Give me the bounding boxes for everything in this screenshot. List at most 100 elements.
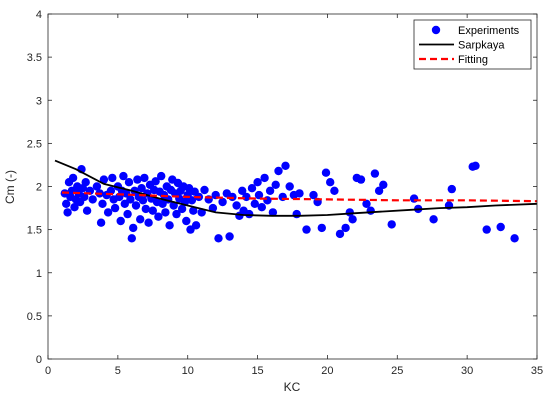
experiment-point <box>165 221 174 230</box>
experiment-point <box>326 178 335 187</box>
y-tick-label: 1 <box>36 268 42 280</box>
experiment-point <box>268 208 278 217</box>
x-tick-label: 20 <box>321 365 333 377</box>
experiment-point <box>110 203 120 213</box>
x-tick-label: 5 <box>115 365 121 377</box>
series-layer <box>54 159 537 243</box>
experiment-point <box>92 182 102 191</box>
experiment-point <box>126 195 135 204</box>
experiment-point <box>177 204 187 214</box>
experiment-point <box>292 209 301 219</box>
x-tick-label: 15 <box>251 365 263 377</box>
experiment-point <box>281 161 290 170</box>
x-axis-title: KC <box>284 380 301 394</box>
experiment-point <box>254 190 264 200</box>
experiment-point <box>131 201 141 210</box>
experiment-point <box>482 225 491 234</box>
experiment-point <box>265 186 275 195</box>
experiment-point <box>309 190 318 200</box>
experiment-point <box>356 175 366 184</box>
experiment-point <box>61 199 71 208</box>
experiment-point <box>218 197 227 207</box>
experiment-point <box>271 180 280 189</box>
experiment-point <box>124 178 134 187</box>
experiment-point <box>295 189 304 198</box>
experiment-point <box>81 178 90 187</box>
legend-label: Fitting <box>458 54 488 66</box>
experiment-point <box>187 196 197 205</box>
experiment-point <box>80 192 89 202</box>
experiment-point <box>151 177 160 186</box>
x-tick-label: 10 <box>182 365 194 377</box>
experiment-point <box>370 169 380 178</box>
experiment-point <box>96 218 106 227</box>
experiment-point <box>330 186 339 195</box>
experiment-point <box>138 196 148 205</box>
x-tick-label: 25 <box>391 365 403 377</box>
legend-label: Experiments <box>458 25 520 37</box>
experiment-point <box>161 208 170 217</box>
experiment-point <box>108 173 117 183</box>
y-tick-label: 2 <box>36 182 42 194</box>
legend-marker <box>431 25 441 35</box>
experiment-point <box>99 175 109 184</box>
experiment-point <box>362 199 371 208</box>
experiment-point <box>141 204 150 214</box>
experiment-point <box>302 225 311 234</box>
experiment-point <box>321 168 331 177</box>
y-tick-label: 3.5 <box>27 52 42 64</box>
experiment-point <box>144 218 153 227</box>
experiment-point <box>317 223 326 233</box>
experiment-point <box>409 194 419 203</box>
experiment-point <box>242 192 251 202</box>
experiment-point <box>366 206 375 215</box>
experiment-point <box>119 171 128 181</box>
experiment-point <box>447 184 456 194</box>
experiment-point <box>260 173 269 183</box>
experiment-point <box>496 222 505 232</box>
x-tick-label: 35 <box>531 365 543 377</box>
experiment-point <box>200 185 209 195</box>
experiment-point <box>274 166 283 176</box>
experiment-point <box>123 209 132 219</box>
y-tick-label: 4 <box>36 9 42 21</box>
experiment-point <box>136 215 145 224</box>
experiment-point <box>189 206 198 215</box>
experiment-point <box>335 229 345 239</box>
experiment-point <box>250 199 259 208</box>
experiment-point <box>232 201 241 210</box>
y-axis-title: Cm (-) <box>3 170 17 204</box>
experiment-point <box>127 234 136 243</box>
experiment-point <box>133 175 142 184</box>
experiment-point <box>129 223 138 233</box>
legend-label: Sarpkaya <box>458 40 505 52</box>
experiment-point <box>471 161 480 170</box>
experiment-point <box>429 215 438 224</box>
experiment-point <box>510 234 519 243</box>
experiment-point <box>214 234 223 243</box>
experiment-point <box>88 195 97 204</box>
experiment-point <box>208 203 218 213</box>
experiment-point <box>285 182 294 191</box>
experiment-point <box>98 199 107 208</box>
sarpkaya-line <box>54 159 537 217</box>
experiment-point <box>257 203 266 212</box>
experiment-point <box>348 215 357 224</box>
experiment-point <box>247 184 257 193</box>
experiment-point <box>70 203 79 212</box>
experiment-point <box>387 220 396 229</box>
experiment-point <box>172 209 181 219</box>
experiment-point <box>68 173 78 183</box>
experiment-point <box>341 223 350 233</box>
x-tick-label: 0 <box>45 365 51 377</box>
x-tick-label: 30 <box>461 365 473 377</box>
y-tick-label: 0 <box>36 354 42 366</box>
experiment-point <box>106 186 116 195</box>
experiment-point <box>103 208 113 217</box>
experiment-point <box>63 208 72 217</box>
y-tick-label: 3 <box>36 95 42 107</box>
experiment-point <box>225 232 234 241</box>
y-tick-label: 1.5 <box>27 225 42 237</box>
experiment-point <box>140 173 149 183</box>
experiment-point <box>157 171 166 181</box>
